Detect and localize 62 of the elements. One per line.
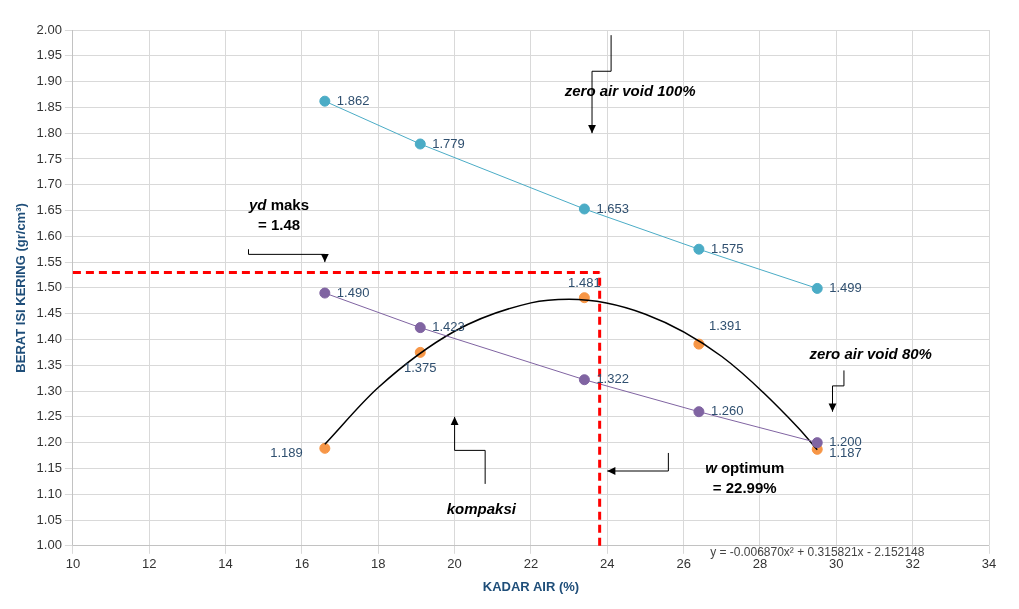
data-label: 1.391: [708, 317, 742, 333]
annotation: zero air void 100%: [563, 82, 696, 100]
data-label: 1.322: [596, 371, 629, 387]
data-label: 1.779: [432, 135, 465, 151]
point: [319, 95, 331, 107]
y-tick-label: 1.25: [36, 408, 62, 424]
y-tick-label: 1.70: [36, 176, 62, 192]
y-tick-label: 1.75: [36, 150, 62, 166]
x-tick-label: 10: [65, 556, 81, 572]
annotation: kompaksi: [446, 499, 517, 517]
y-tick-label: 1.20: [36, 434, 62, 450]
x-tick-label: 22: [523, 556, 539, 572]
y-tick-label: 1.15: [36, 460, 62, 476]
data-label: 1.481: [568, 275, 601, 291]
y-tick-label: 1.55: [36, 253, 62, 269]
data-label: 1.490: [336, 284, 370, 300]
x-axis-title: KADAR AIR (%): [482, 578, 580, 594]
y-axis-title: BERAT ISI KERING (gr/cm³): [13, 203, 29, 373]
x-tick-label: 12: [142, 556, 157, 572]
point: [578, 374, 590, 386]
data-label: 1.653: [596, 200, 629, 216]
y-tick-label: 1.30: [36, 382, 62, 398]
data-label: 1.189: [270, 444, 303, 460]
annotation: yd maks = 1.48: [248, 195, 310, 233]
data-label: 1.499: [829, 279, 862, 295]
y-tick-label: 1.80: [36, 124, 62, 140]
data-label: 1.375: [403, 359, 437, 375]
x-tick-label: 18: [371, 556, 386, 572]
point: [811, 437, 823, 449]
y-tick-label: 1.50: [36, 279, 62, 295]
x-tick-label: 20: [447, 556, 462, 572]
annotation: zero air void 80%: [808, 345, 932, 363]
y-tick-label: 1.90: [36, 73, 62, 89]
data-label: 1.862: [336, 92, 370, 108]
annotation: w optimum = 22.99%: [705, 458, 785, 496]
data-label: 1.575: [710, 240, 744, 256]
point: [811, 282, 823, 294]
point: [693, 243, 705, 255]
x-tick-label: 34: [981, 556, 997, 572]
x-tick-label: 14: [218, 556, 233, 572]
y-tick-label: 1.45: [36, 305, 62, 321]
y-tick-label: 1.40: [36, 331, 62, 347]
point: [578, 203, 590, 215]
point: [414, 322, 426, 334]
x-tick-label: 24: [600, 556, 615, 572]
point: [319, 287, 331, 299]
y-tick-label: 2.00: [36, 21, 62, 37]
x-tick-label: 26: [676, 556, 691, 572]
point: [414, 138, 426, 150]
y-tick-label: 1.05: [36, 511, 62, 527]
y-tick-label: 1.60: [36, 227, 62, 243]
point: [693, 406, 705, 418]
data-label: 1.423: [432, 319, 465, 335]
point: [319, 442, 331, 454]
y-tick-label: 1.10: [36, 485, 62, 501]
y-tick-label: 1.85: [36, 98, 62, 114]
data-label: 1.260: [710, 403, 744, 419]
y-tick-label: 1.95: [36, 47, 62, 63]
y-tick-label: 1.00: [36, 537, 62, 553]
x-tick-label: 16: [294, 556, 310, 572]
y-tick-label: 1.65: [36, 202, 62, 218]
y-tick-label: 1.35: [36, 356, 62, 372]
